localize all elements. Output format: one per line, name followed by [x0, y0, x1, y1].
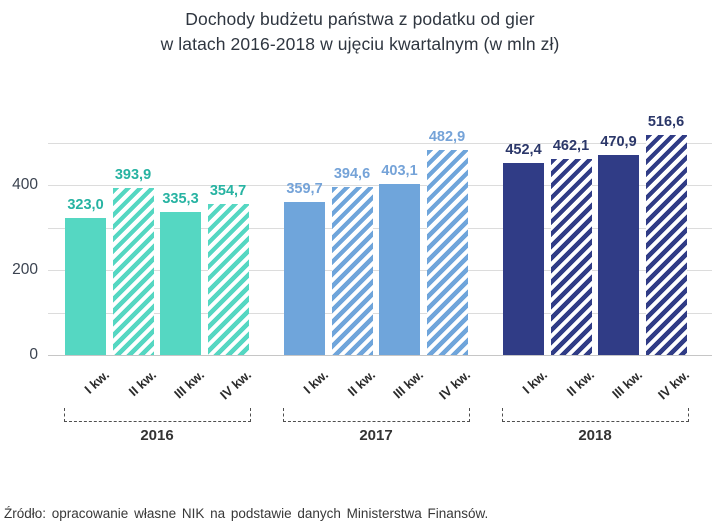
bar-value-label: 323,0	[67, 196, 104, 213]
year-label: 2016	[140, 427, 174, 444]
bar-value-label: 359,7	[286, 181, 323, 198]
bar-2018-IVkw	[645, 135, 687, 355]
bar-2017-Ikw	[284, 202, 325, 355]
bar-value-label: 452,4	[505, 141, 542, 158]
bar-2016-IIIkw	[160, 212, 201, 355]
year-bracket	[64, 408, 251, 422]
source-note: Źródło: opracowanie własne NIK na podsta…	[4, 506, 489, 521]
bar-2018-Ikw	[503, 162, 544, 355]
chart-title-line-1: Dochody budżetu państwa z podatku od gie…	[185, 9, 535, 29]
bar-value-label: 335,3	[162, 191, 199, 208]
bar-value-label: 482,9	[428, 128, 466, 145]
bar-2017-IVkw	[426, 149, 468, 355]
bar-value-label: 403,1	[381, 162, 418, 179]
bar-2017-IIIkw	[379, 183, 420, 355]
bar-value-label: 393,9	[114, 166, 152, 183]
bar-2016-IIkw	[112, 187, 154, 355]
y-axis-label: 200	[12, 261, 38, 278]
bar-value-label: 354,7	[209, 183, 247, 200]
y-axis-label: 0	[29, 346, 38, 363]
year-label: 2017	[359, 427, 393, 444]
bar-2017-IIkw	[331, 187, 373, 355]
bar-value-label: 394,6	[333, 166, 371, 183]
year-bracket	[283, 408, 470, 422]
bar-2018-IIIkw	[598, 154, 639, 355]
bar-2016-Ikw	[65, 217, 106, 355]
year-bracket	[502, 408, 689, 422]
bar-2018-IIkw	[550, 158, 592, 355]
bar-2016-IVkw	[207, 204, 249, 355]
bar-value-label: 462,1	[552, 137, 590, 154]
gridline	[48, 142, 712, 144]
chart-title-line-2: w latach 2016-2018 w ujęciu kwartalnym (…	[160, 34, 560, 54]
y-axis-label: 400	[12, 176, 38, 193]
year-label: 2018	[578, 427, 612, 444]
bar-value-label: 516,6	[647, 114, 685, 131]
gridline	[48, 355, 712, 356]
bar-value-label: 470,9	[600, 133, 637, 150]
